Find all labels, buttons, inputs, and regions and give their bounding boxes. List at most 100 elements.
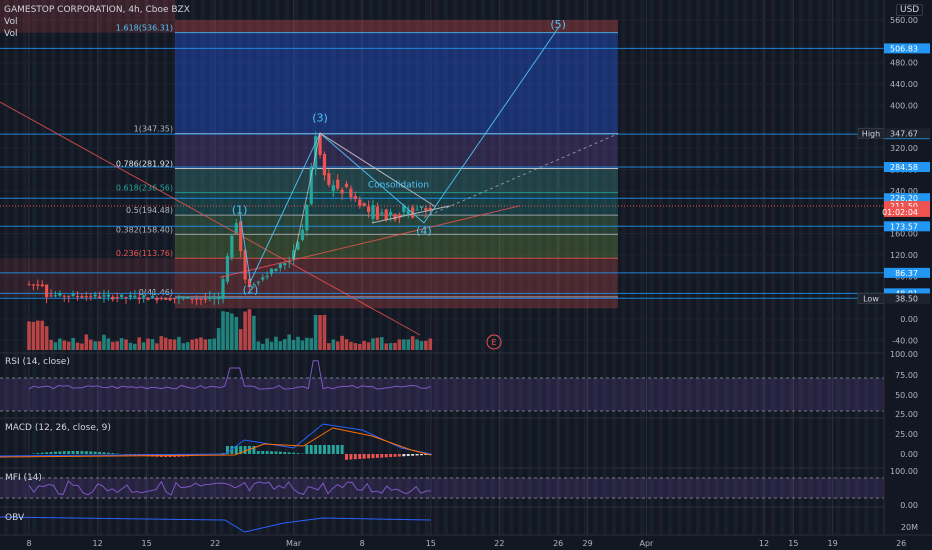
- grid-stripe: [686, 0, 692, 535]
- grid-stripe: [508, 0, 514, 535]
- candle-body: [111, 296, 115, 300]
- grid-stripe: [162, 0, 168, 535]
- candle-body: [296, 242, 300, 250]
- macd-hist: [243, 446, 247, 454]
- candle-body: [40, 284, 44, 287]
- grid-stripe: [527, 0, 533, 535]
- pane-tick: 25.00: [895, 410, 918, 419]
- volume-legend-2[interactable]: Vol: [4, 29, 18, 39]
- volume-bar: [410, 336, 415, 350]
- volume-legend[interactable]: Vol: [4, 17, 18, 27]
- volume-bar: [366, 342, 371, 350]
- volume-bar: [313, 315, 318, 350]
- grid-stripe: [293, 0, 299, 535]
- grid-stripe: [546, 0, 551, 535]
- macd-hist: [402, 454, 406, 457]
- macd-hist: [106, 452, 110, 454]
- volume-bar: [106, 338, 111, 350]
- pane-tick: 100.00: [890, 467, 918, 476]
- grid-stripe: [50, 0, 56, 535]
- macd-hist: [71, 451, 75, 454]
- grid-stripe: [565, 0, 570, 535]
- fib-zone: [175, 215, 618, 235]
- macd-hist: [322, 445, 326, 454]
- volume-bar: [256, 341, 261, 350]
- macd-hist: [76, 451, 80, 454]
- rsi-title[interactable]: RSI (14, close): [5, 357, 70, 367]
- candle-body: [239, 221, 243, 252]
- price-tag-label: 506.83: [890, 44, 918, 53]
- grid-stripe: [78, 0, 84, 535]
- macd-hist: [225, 446, 229, 454]
- macd-hist: [340, 445, 344, 454]
- candle-body: [120, 294, 124, 297]
- candle-body: [318, 134, 322, 155]
- currency-button[interactable]: USD: [896, 4, 924, 16]
- volume-bar: [137, 337, 142, 350]
- volume-bar: [190, 339, 194, 350]
- grid-stripe: [209, 0, 215, 535]
- pane-tick: 25.00: [895, 430, 918, 439]
- macd-hist: [358, 454, 362, 459]
- volume-bar: [66, 341, 71, 350]
- candle-body: [353, 195, 357, 200]
- macd-hist: [419, 454, 423, 456]
- grid-stripe: [237, 0, 243, 535]
- grid-stripe: [826, 0, 832, 535]
- candle-body: [181, 297, 185, 299]
- volume-bar: [424, 340, 428, 350]
- volume-bar: [168, 339, 172, 350]
- macd-hist: [62, 451, 66, 454]
- grid-stripe: [443, 0, 449, 535]
- earnings-marker: [486, 334, 502, 350]
- grid-stripe: [368, 0, 374, 535]
- volume-bar: [380, 337, 384, 350]
- candle-body: [283, 263, 287, 266]
- chart-legend: GAMESTOP CORPORATION, 4h, Cboe BZX Vol V…: [4, 4, 190, 40]
- volume-bar: [110, 341, 115, 350]
- volume-bar: [357, 343, 362, 350]
- macd-hist: [406, 454, 410, 456]
- obv-title[interactable]: OBV: [5, 513, 25, 523]
- candle-body: [150, 295, 155, 298]
- candle-body: [186, 296, 190, 299]
- volume-bar: [230, 313, 234, 350]
- time-tick: 8: [360, 539, 365, 548]
- pane-tick: 0.00: [900, 450, 918, 459]
- volume-bar: [291, 339, 296, 350]
- macd-hist: [296, 453, 300, 454]
- candle-body: [358, 199, 362, 206]
- volume-bar: [415, 339, 419, 350]
- symbol-title[interactable]: GAMESTOP CORPORATION, 4h, Cboe BZX: [4, 5, 190, 15]
- grid-stripe: [134, 0, 140, 535]
- fib-level-label: 0.382(158.40): [116, 225, 173, 234]
- candle-body: [49, 295, 53, 297]
- grid-stripe: [723, 0, 729, 535]
- grid-stripe: [639, 0, 645, 535]
- candle-body: [292, 250, 296, 260]
- wave-label: (4): [416, 225, 432, 238]
- macd-hist: [89, 451, 93, 454]
- price-tag: [884, 193, 930, 204]
- volume-bar: [212, 338, 217, 350]
- mfi-title[interactable]: MFI (14): [5, 473, 42, 483]
- volume-bar: [133, 343, 137, 350]
- fib-zone: [175, 133, 618, 169]
- grid-stripe: [69, 0, 75, 535]
- candle-body: [278, 263, 282, 269]
- macd-title[interactable]: MACD (12, 26, close, 9): [5, 423, 111, 433]
- candle-body: [177, 297, 181, 299]
- price-tick: 560.00: [890, 16, 918, 25]
- grid-stripe: [630, 0, 636, 535]
- fib-zone-top: [175, 20, 618, 33]
- candle-body: [80, 296, 84, 298]
- price-tag-label: 173.57: [890, 222, 918, 231]
- grid-stripe: [396, 0, 402, 535]
- grid-stripe: [191, 0, 196, 535]
- candle-body: [380, 212, 384, 214]
- candle-body: [71, 293, 75, 296]
- candle-body: [221, 279, 225, 300]
- candle-body: [53, 295, 58, 297]
